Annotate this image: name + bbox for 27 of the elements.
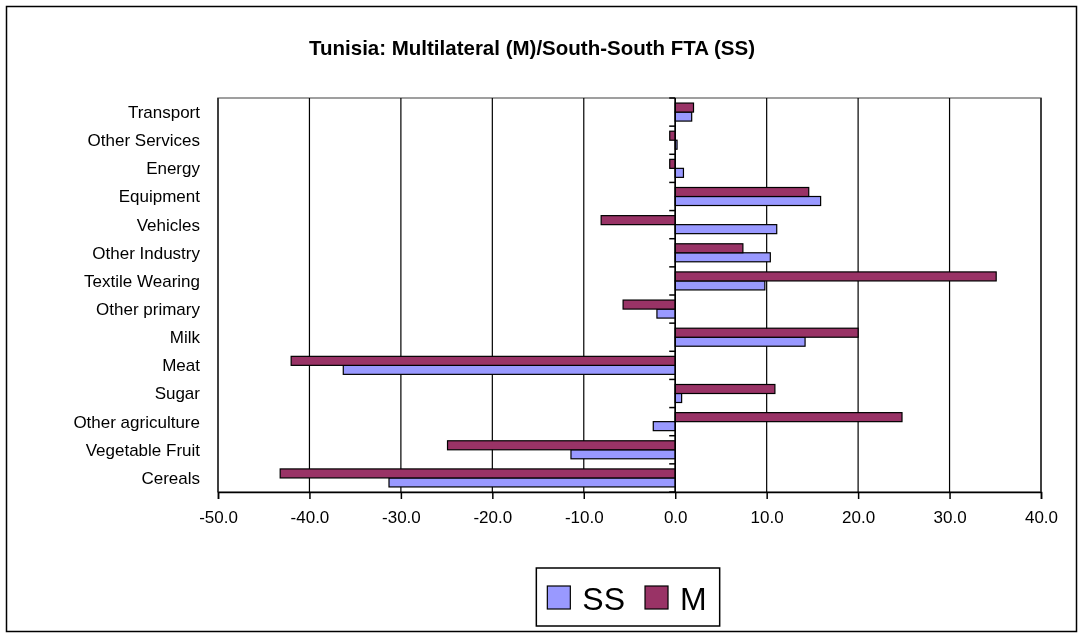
y-tick-label: Meat bbox=[162, 356, 201, 376]
y-tick-label: Other primary bbox=[96, 300, 201, 320]
y-tick-label: Milk bbox=[169, 328, 201, 348]
y-tick-label: Other agriculture bbox=[73, 412, 200, 432]
legend-label: SS bbox=[582, 581, 626, 617]
y-tick-label: Energy bbox=[146, 159, 201, 179]
x-tick-label: -20.0 bbox=[473, 508, 513, 528]
x-tick-label: 30.0 bbox=[933, 508, 967, 528]
y-tick-label: Cereals bbox=[141, 468, 200, 488]
y-tick-label: Transport bbox=[127, 103, 201, 123]
y-tick-label: Equipment bbox=[118, 187, 201, 207]
y-tick-label: Other Industry bbox=[92, 243, 201, 263]
x-tick-label: -10.0 bbox=[564, 508, 604, 528]
x-tick-label: -30.0 bbox=[382, 508, 421, 528]
x-tick-label: -40.0 bbox=[290, 508, 330, 528]
legend-label: M bbox=[680, 581, 707, 617]
x-tick-label: -50.0 bbox=[199, 508, 238, 528]
chart-title: Tunisia: Multilateral (M)/South-South FTA (SS) bbox=[308, 36, 756, 59]
y-tick-label: Textile Wearing bbox=[84, 271, 200, 291]
x-tick-label: 40.0 bbox=[1024, 508, 1059, 528]
y-tick-label: Vegetable Fruit bbox=[85, 440, 201, 460]
x-tick-label: 0.0 bbox=[663, 508, 688, 528]
y-tick-label: Sugar bbox=[154, 384, 201, 404]
y-tick-label: Vehicles bbox=[136, 215, 200, 235]
x-tick-label: 20.0 bbox=[842, 508, 876, 528]
x-tick-label: 10.0 bbox=[750, 508, 784, 528]
y-tick-label: Other Services bbox=[87, 131, 200, 151]
